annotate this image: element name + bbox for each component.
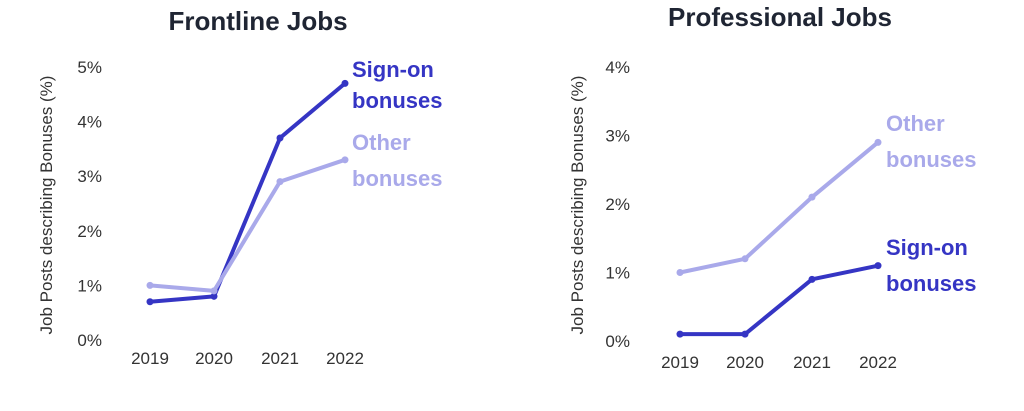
x-tick-label: 2020 xyxy=(195,349,233,368)
data-point xyxy=(210,287,218,295)
data-point xyxy=(808,275,816,283)
series-label: Sign-on xyxy=(886,235,968,260)
y-tick-label: 4% xyxy=(605,58,630,77)
y-axis-label: Job Posts describing Bonuses (%) xyxy=(37,76,56,335)
x-tick-label: 2022 xyxy=(326,349,364,368)
x-tick-label: 2021 xyxy=(261,349,299,368)
series-label: bonuses xyxy=(352,88,442,113)
series-line-other xyxy=(148,157,347,293)
data-point xyxy=(276,134,284,142)
series-label: bonuses xyxy=(886,147,976,172)
y-tick-label: 0% xyxy=(77,331,102,350)
y-tick-label: 3% xyxy=(77,167,102,186)
y-tick-label: 0% xyxy=(605,332,630,351)
y-tick-label: 2% xyxy=(605,195,630,214)
y-tick-label: 1% xyxy=(605,264,630,283)
series-label: Other xyxy=(886,111,945,136)
x-tick-label: 2021 xyxy=(793,353,831,372)
series-line-sign-on xyxy=(148,81,347,304)
chart-title: Professional Jobs xyxy=(668,2,892,32)
data-point xyxy=(341,156,349,164)
data-point xyxy=(741,330,749,338)
series-label: bonuses xyxy=(352,166,442,191)
series-line-sign-on xyxy=(678,263,880,337)
data-point xyxy=(676,269,684,276)
x-tick-label: 2019 xyxy=(131,349,169,368)
data-point xyxy=(146,298,154,306)
series-label: bonuses xyxy=(886,271,976,296)
y-tick-label: 3% xyxy=(605,127,630,146)
data-point xyxy=(874,138,882,146)
x-tick-label: 2022 xyxy=(859,353,897,372)
data-point xyxy=(808,193,816,201)
x-tick-label: 2019 xyxy=(661,353,699,372)
chart-title: Frontline Jobs xyxy=(168,6,347,36)
y-tick-label: 2% xyxy=(77,222,102,241)
data-point xyxy=(146,281,154,289)
data-point xyxy=(741,255,749,263)
series-label: Other xyxy=(352,130,411,155)
y-tick-label: 1% xyxy=(77,276,102,295)
data-point xyxy=(676,330,684,338)
x-tick-label: 2020 xyxy=(726,353,764,372)
series-label: Sign-on xyxy=(352,57,434,82)
y-tick-label: 4% xyxy=(77,113,102,132)
series-line-other xyxy=(678,140,880,275)
data-point xyxy=(276,178,284,186)
data-point xyxy=(874,262,882,270)
data-point xyxy=(341,79,349,87)
y-axis-label: Job Posts describing Bonuses (%) xyxy=(568,76,587,335)
y-tick-label: 5% xyxy=(77,58,102,77)
data-point xyxy=(210,292,218,300)
